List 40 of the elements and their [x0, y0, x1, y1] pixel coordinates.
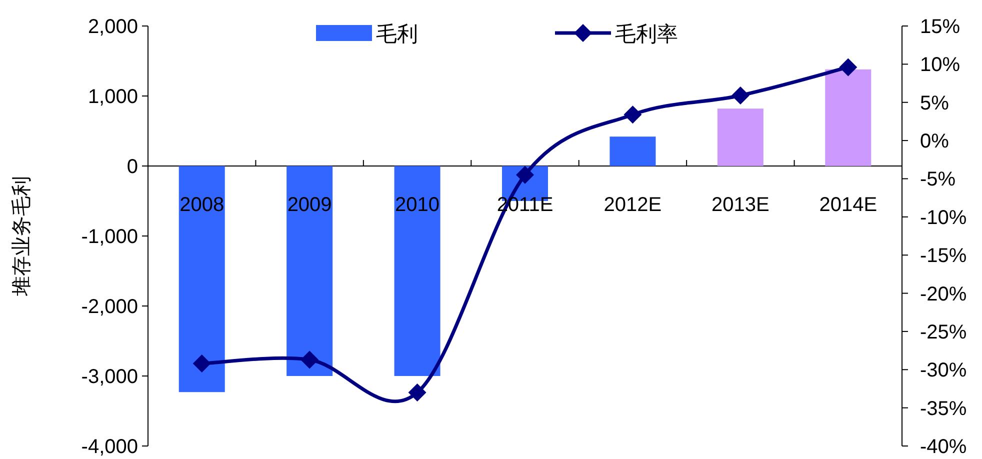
- point: [624, 106, 642, 124]
- y-tick-label: 0: [126, 156, 138, 178]
- y-axis-title: 堆存业务毛利: [11, 176, 33, 297]
- bar: [717, 108, 764, 166]
- x-tick-label: 2013E: [712, 194, 770, 216]
- y2-tick-label: -35%: [920, 398, 967, 420]
- x-tick-label: 2014E: [819, 194, 878, 216]
- y2-tick-label: 10%: [920, 54, 960, 76]
- y-tick-label: 1,000: [88, 86, 138, 108]
- y2-tick-label: -30%: [920, 360, 967, 382]
- y2-tick-label: -15%: [920, 245, 967, 268]
- y2-tick-label: -10%: [920, 206, 967, 229]
- point: [839, 58, 858, 76]
- y2-tick-label: 15%: [920, 16, 960, 38]
- y2-tick-label: 0%: [920, 130, 950, 153]
- point: [192, 354, 211, 373]
- y-tick-label: -4,000: [81, 436, 138, 458]
- bar: [610, 136, 656, 166]
- y-tick-label: -2,000: [81, 296, 138, 318]
- y2-tick-label: -20%: [920, 283, 967, 306]
- x-tick-label: 2009: [287, 194, 332, 216]
- x-tick-label: 2010: [395, 194, 440, 216]
- bar: [178, 166, 225, 392]
- legend-label: 毛利率: [615, 23, 678, 46]
- y-tick-label: 2,000: [88, 16, 138, 38]
- y2-tick-label: -25%: [920, 321, 967, 344]
- bar: [825, 69, 872, 166]
- y2-tick-label: -40%: [920, 436, 967, 458]
- x-tick-label: 2008: [180, 194, 224, 216]
- y-tick-label: -1,000: [81, 226, 138, 248]
- bar: [286, 166, 333, 376]
- point: [300, 350, 319, 369]
- x-tick-label: 2012E: [604, 194, 662, 216]
- bar: [394, 166, 440, 376]
- legend-label: 毛利: [376, 23, 418, 46]
- y-tick-label: -3,000: [81, 366, 138, 388]
- point: [408, 384, 426, 402]
- y2-tick-label: -5%: [920, 168, 956, 191]
- point: [731, 86, 750, 104]
- y2-tick-label: 5%: [920, 92, 950, 114]
